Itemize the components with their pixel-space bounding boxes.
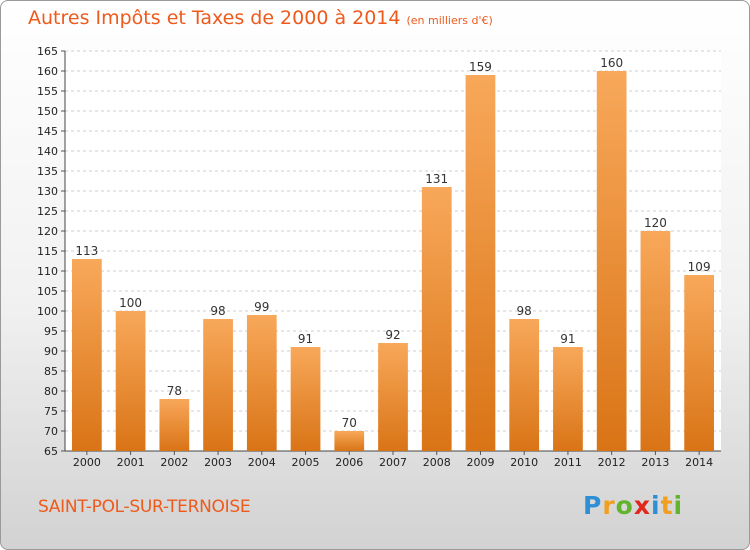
bar-value-label: 131: [425, 172, 448, 186]
x-tick-label: 2000: [73, 456, 101, 469]
bar-2004: [246, 315, 277, 451]
bar-value-label: 159: [469, 60, 492, 74]
bar-2008: [421, 187, 452, 451]
x-tick-label: 2012: [598, 456, 626, 469]
x-tick-label: 2004: [248, 456, 276, 469]
y-tick-label: 160: [37, 65, 58, 78]
bar-value-label: 109: [688, 260, 711, 274]
y-tick-label: 100: [37, 305, 58, 318]
bar-2014: [684, 275, 715, 451]
y-tick-label: 155: [37, 85, 58, 98]
bar-value-label: 99: [254, 300, 269, 314]
bar-2010: [509, 319, 540, 451]
bar-value-label: 160: [600, 56, 623, 70]
y-tick-label: 105: [37, 285, 58, 298]
x-tick-label: 2006: [335, 456, 363, 469]
bar-2000: [71, 259, 102, 451]
bar-value-label: 100: [119, 296, 142, 310]
y-tick-label: 90: [44, 345, 58, 358]
x-tick-label: 2013: [641, 456, 669, 469]
y-tick-label: 80: [44, 385, 58, 398]
chart-title: Autres Impôts et Taxes de 2000 à 2014 (en…: [28, 7, 493, 29]
bar-2013: [640, 231, 671, 451]
y-tick-label: 85: [44, 365, 58, 378]
x-tick-label: 2008: [423, 456, 451, 469]
y-tick-label: 70: [44, 425, 58, 438]
x-tick-label: 2010: [510, 456, 538, 469]
y-tick-label: 135: [37, 165, 58, 178]
bar-value-label: 120: [644, 216, 667, 230]
x-tick-label: 2002: [160, 456, 188, 469]
bar-value-label: 98: [210, 304, 225, 318]
x-tick-label: 2014: [685, 456, 713, 469]
bar-2001: [115, 311, 146, 451]
y-tick-label: 140: [37, 145, 58, 158]
bar-value-label: 70: [342, 416, 357, 430]
y-tick-label: 110: [37, 265, 58, 278]
bar-value-label: 78: [167, 384, 182, 398]
y-tick-label: 130: [37, 185, 58, 198]
y-tick-label: 65: [44, 445, 58, 458]
town-name: SAINT-POL-SUR-TERNOISE: [38, 497, 251, 517]
y-tick-label: 95: [44, 325, 58, 338]
bar-value-label: 91: [298, 332, 313, 346]
proxiti-logo: Proxiti: [583, 491, 684, 520]
y-tick-label: 115: [37, 245, 58, 258]
y-tick-label: 120: [37, 225, 58, 238]
bar-2005: [290, 347, 321, 451]
bar-2002: [159, 399, 190, 451]
x-tick-label: 2003: [204, 456, 232, 469]
bar-value-label: 113: [75, 244, 98, 258]
y-tick-label: 75: [44, 405, 58, 418]
bar-2009: [465, 75, 496, 451]
chart-title-text: Autres Impôts et Taxes de 2000 à 2014: [28, 7, 401, 29]
x-tick-label: 2001: [117, 456, 145, 469]
bar-2007: [378, 343, 408, 451]
bar-2011: [553, 347, 583, 451]
x-tick-label: 2011: [554, 456, 582, 469]
x-tick-label: 2009: [466, 456, 494, 469]
x-tick-label: 2007: [379, 456, 407, 469]
bar-value-label: 98: [517, 304, 532, 318]
x-tick-label: 2005: [292, 456, 320, 469]
bar-2006: [334, 431, 365, 451]
y-tick-label: 145: [37, 125, 58, 138]
chart-subtitle: (en milliers d'€): [406, 14, 493, 27]
bar-2003: [203, 319, 233, 451]
y-tick-label: 165: [37, 45, 58, 58]
y-tick-label: 150: [37, 105, 58, 118]
bar-value-label: 91: [560, 332, 575, 346]
y-tick-label: 125: [37, 205, 58, 218]
bar-value-label: 92: [385, 328, 400, 342]
bar-2012: [596, 71, 627, 451]
